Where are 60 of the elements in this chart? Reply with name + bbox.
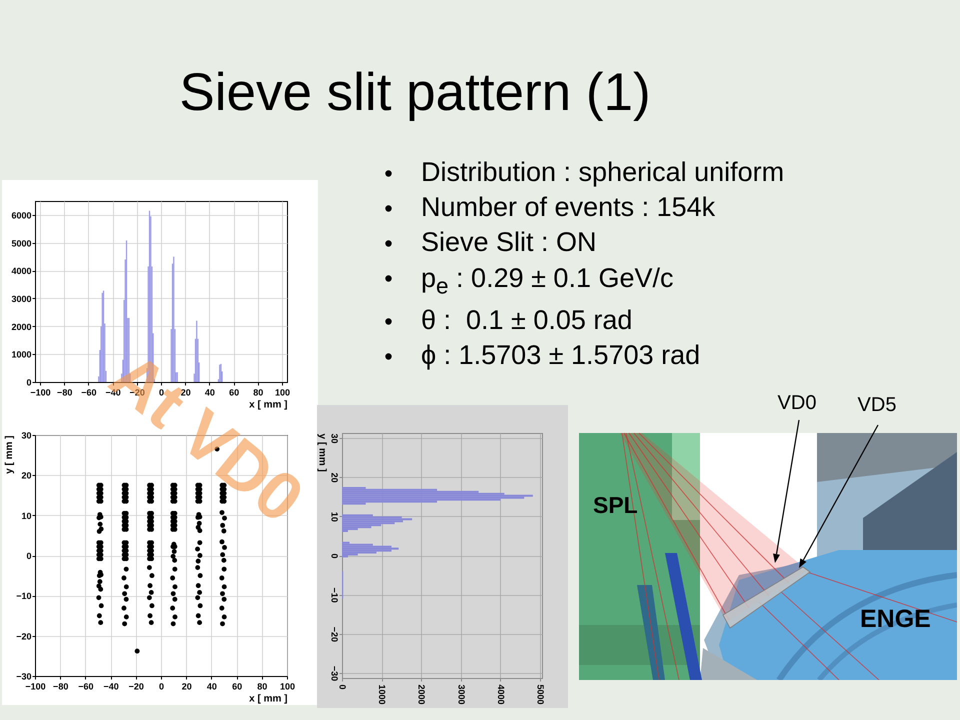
- x-tick-label: 40: [206, 682, 217, 692]
- y-tick-label: 0: [26, 378, 32, 388]
- y-axis-title: y [ mm ]: [316, 434, 328, 472]
- y-tick-label: 0: [26, 551, 32, 561]
- text: θ : 0.1 ± 0.05 rad: [421, 305, 632, 336]
- y-tick-label: 30: [21, 430, 32, 440]
- x-tick-label: 2000: [416, 684, 427, 705]
- text: SPL: [593, 492, 638, 518]
- y-tick-label: −10: [330, 588, 340, 603]
- y-tick-label: 6000: [11, 210, 32, 220]
- text: Sieve slit pattern (1): [178, 62, 652, 124]
- text: Sieve Slit : ON: [421, 227, 597, 258]
- x-tick-label: 100: [274, 388, 290, 398]
- y-tick-label: 3000: [11, 294, 32, 304]
- y-tick-label: 10: [21, 510, 32, 521]
- x-tick-label: −60: [81, 388, 97, 398]
- y-tick-label: 30: [330, 433, 340, 444]
- x-tick-label: −80: [57, 388, 72, 398]
- text: ENGE: [860, 605, 931, 633]
- x-tick-label: 1000: [377, 684, 388, 705]
- x-tick-label: 80: [253, 388, 264, 398]
- x-tick-label: 80: [257, 682, 268, 692]
- x-tick-label: −100: [25, 682, 46, 692]
- x-tick-label: 5000: [536, 684, 546, 705]
- y-tick-label: 10: [330, 512, 340, 522]
- y-tick-label: −20: [16, 631, 32, 642]
- x-tick-label: −100: [30, 388, 51, 398]
- x-tick-label: 0: [158, 682, 164, 692]
- text: ϕ : 1.5703 ± 1.5703 rad: [421, 340, 700, 370]
- y-tick-label: −30: [16, 672, 32, 682]
- y-tick-label: 5000: [11, 238, 32, 248]
- y-tick-label: −20: [330, 626, 340, 642]
- x-tick-label: −80: [53, 682, 68, 692]
- text: VD5: [858, 394, 896, 416]
- text: Distribution : spherical uniform: [421, 157, 784, 187]
- text: Number of events : 154k: [421, 192, 716, 222]
- y-tick-label: 4000: [11, 266, 32, 276]
- y-tick-label: 1000: [11, 350, 32, 360]
- x-tick-label: 20: [182, 682, 192, 692]
- x-tick-label: 40: [204, 388, 215, 398]
- x-tick-label: −40: [103, 682, 119, 692]
- x-tick-label: 3000: [456, 684, 466, 705]
- x-tick-label: 20: [180, 388, 191, 398]
- y-axis-title: y [ mm ]: [4, 436, 16, 474]
- y-tick-label: −30: [330, 666, 340, 682]
- x-axis-title: x [ mm ]: [249, 694, 288, 704]
- x-tick-label: −60: [78, 682, 94, 692]
- x-tick-label: 60: [229, 388, 240, 398]
- x-tick-label: 0: [338, 684, 348, 690]
- y-tick-label: 0: [330, 553, 340, 559]
- x-tick-label: −20: [128, 682, 144, 692]
- x-tick-label: 60: [232, 682, 242, 692]
- text: VD0: [778, 392, 816, 414]
- y-tick-label: 2000: [11, 322, 32, 332]
- x-tick-label: 100: [280, 682, 296, 692]
- y-tick-label: 20: [21, 470, 32, 481]
- x-tick-label: 4000: [496, 684, 506, 705]
- y-tick-label: −10: [16, 591, 32, 602]
- y-tick-label: 20: [330, 472, 340, 483]
- text: p$_{e}$ : 0.29 ± 0.1 GeV/c: [421, 262, 674, 298]
